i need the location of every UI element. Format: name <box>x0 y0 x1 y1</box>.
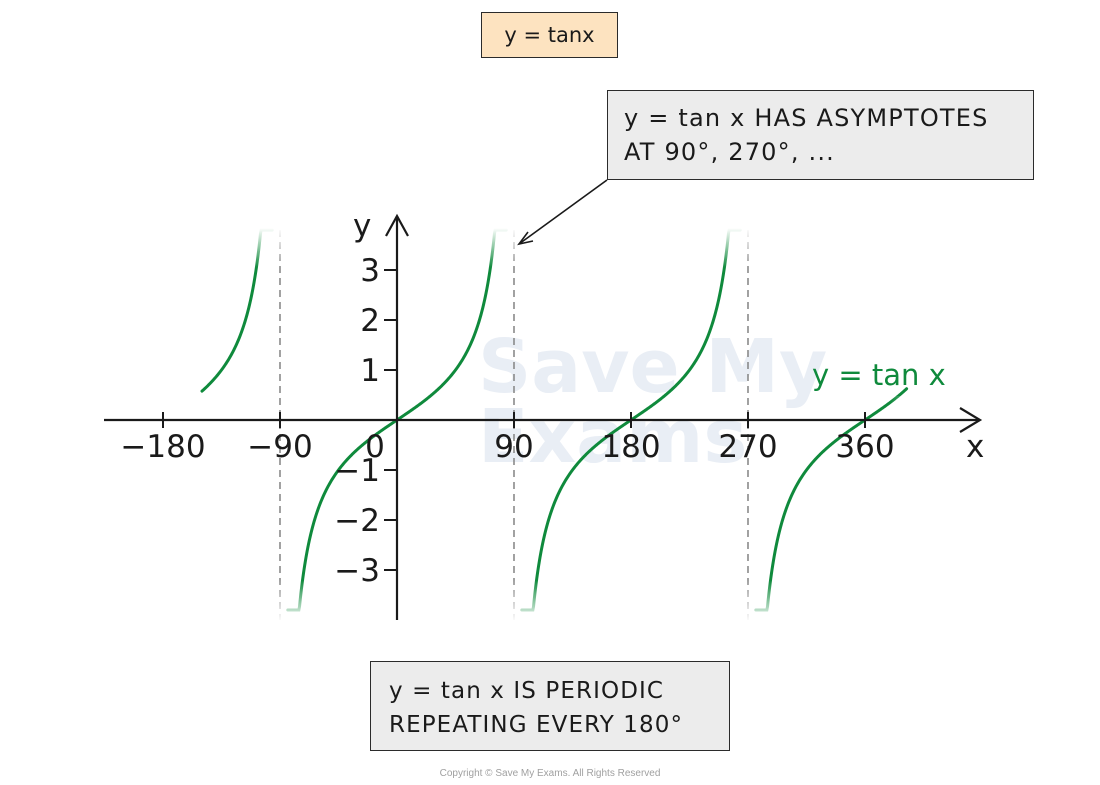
x-tick-label: −180 <box>120 429 205 465</box>
asymptote-annotation-line-2: AT 90°, 270°, ... <box>624 138 835 166</box>
pointer-arrowhead <box>517 231 534 246</box>
bottom-fade <box>200 580 820 622</box>
chart-title-box: y = tanx <box>481 12 618 58</box>
asymptote-annotation-box: y = tan x HAS ASYMPTOTES AT 90°, 270°, .… <box>607 90 1034 180</box>
curve-label: y = tan x <box>812 358 946 392</box>
pointer-line <box>518 179 608 245</box>
axis-ticks: −180 −90 0 90 180 270 360 −3 −2 −1 1 2 3 <box>120 253 894 589</box>
y-tick-label: −1 <box>334 453 380 489</box>
x-tick-label: 360 <box>835 429 894 465</box>
curve-end-fades <box>120 228 946 622</box>
watermark-line-1: Save My <box>478 324 827 410</box>
watermark: Save My Exams <box>478 324 827 480</box>
tan-branch <box>754 387 909 612</box>
copyright-text: Copyright © Save My Exams. All Rights Re… <box>439 768 661 779</box>
watermark-line-2: Exams <box>478 394 747 480</box>
period-annotation-box: y = tan x IS PERIODIC REPEATING EVERY 18… <box>370 661 730 751</box>
y-tick-label: −3 <box>334 553 380 589</box>
y-axis-arrow <box>385 213 409 237</box>
x-tick-label: 180 <box>601 429 660 465</box>
asymptote-annotation-line-1: y = tan x HAS ASYMPTOTES <box>624 104 989 132</box>
x-tick-label: 270 <box>718 429 777 465</box>
y-tick-label: 1 <box>360 353 380 389</box>
axes <box>104 213 983 620</box>
y-tick-label: −2 <box>334 503 380 539</box>
y-axis-label: y <box>353 208 371 244</box>
x-tick-label: 90 <box>494 429 533 465</box>
period-annotation-line-2: REPEATING EVERY 180° <box>389 712 684 738</box>
y-tick-label: 2 <box>360 303 380 339</box>
annotation-pointer <box>517 179 608 246</box>
period-annotation-line-1: y = tan x IS PERIODIC <box>389 678 665 704</box>
x-axis-arrow <box>959 407 983 433</box>
x-tick-label: −90 <box>247 429 312 465</box>
chart-title: y = tanx <box>504 23 595 47</box>
top-fade <box>200 228 820 268</box>
left-fade <box>120 408 190 420</box>
x-tick-label: 0 <box>365 429 385 465</box>
x-axis-label: x <box>966 429 984 465</box>
y-tick-label: 3 <box>360 253 380 289</box>
right-fade <box>890 396 946 412</box>
